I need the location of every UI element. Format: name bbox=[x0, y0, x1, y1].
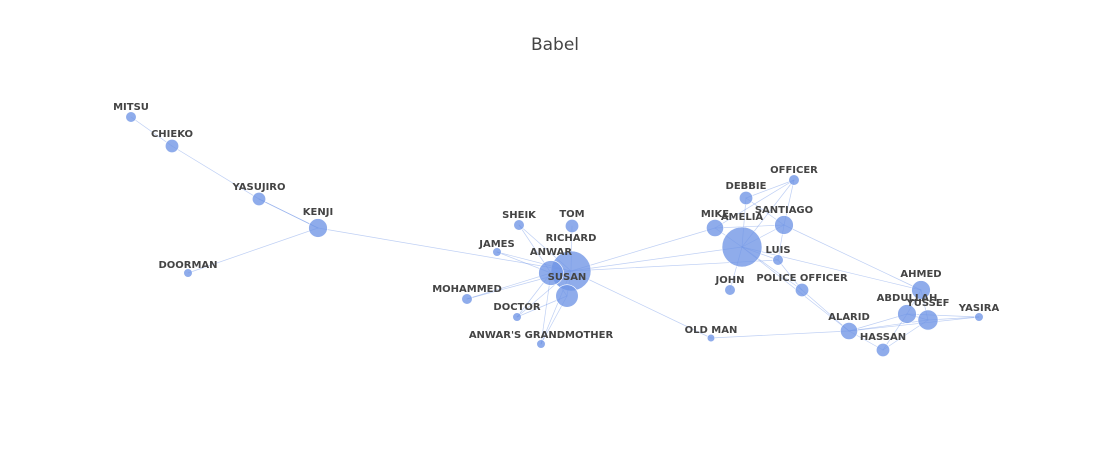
edge-anwar-mohammed bbox=[466, 272, 552, 300]
node-santiago[interactable] bbox=[774, 215, 794, 235]
edge-kenji-doorman bbox=[187, 227, 319, 274]
node-label-tom: TOM bbox=[559, 209, 584, 220]
label-layer: MITSU CHIEKO YASUJIRO KENJI DOORMAN SHEIK TOM R… bbox=[113, 102, 999, 343]
node-label-sheik: SHEIK bbox=[502, 210, 537, 221]
node-susan[interactable] bbox=[555, 284, 579, 308]
node-label-debbie: DEBBIE bbox=[726, 181, 767, 192]
node-chieko[interactable] bbox=[165, 139, 180, 154]
node-label-officer: OFFICER bbox=[770, 165, 818, 176]
node-sheik[interactable] bbox=[513, 219, 525, 231]
node-doctor[interactable] bbox=[512, 312, 522, 322]
node-label-amelia: AMELIA bbox=[721, 212, 764, 223]
node-label-yasujiro: YASUJIRO bbox=[232, 182, 286, 193]
node-yussef[interactable] bbox=[917, 309, 939, 331]
edge-chieko-yasujiro bbox=[171, 145, 260, 200]
edge-yasujiro-kenji bbox=[258, 198, 319, 229]
node-debbie[interactable] bbox=[738, 191, 753, 206]
edge-mitsu-chieko bbox=[130, 116, 173, 147]
node-amelia[interactable] bbox=[721, 226, 763, 268]
node-mike[interactable] bbox=[706, 219, 724, 237]
edge-richard-mike bbox=[570, 227, 716, 272]
node-label-richard: RICHARD bbox=[546, 233, 597, 244]
node-kenji[interactable] bbox=[308, 218, 328, 238]
node-label-james: JAMES bbox=[478, 239, 514, 250]
node-james[interactable] bbox=[492, 247, 502, 257]
node-label-chieko: CHIEKO bbox=[151, 129, 193, 140]
edge-mike-officer bbox=[714, 179, 795, 229]
node-yasira[interactable] bbox=[974, 312, 984, 322]
node-label-police-officer: POLICE OFFICER bbox=[756, 273, 848, 284]
node-old-man[interactable] bbox=[706, 333, 716, 343]
node-label-mike: MIKE bbox=[701, 209, 729, 220]
node-hassan[interactable] bbox=[875, 342, 890, 357]
node-anwar[interactable] bbox=[538, 260, 564, 286]
node-luis[interactable] bbox=[772, 254, 784, 266]
node-label-abdullah: ABDULLAH bbox=[877, 293, 938, 304]
node-label-ahmed: AHMED bbox=[900, 269, 941, 280]
edge-amelia-ahmed bbox=[741, 246, 922, 291]
node-mohammed[interactable] bbox=[461, 293, 473, 305]
node-mitsu[interactable] bbox=[125, 111, 137, 123]
edge-abdullah-yasira bbox=[906, 313, 980, 318]
edge-debbie-officer bbox=[745, 179, 795, 199]
edge-kenji-richard bbox=[317, 227, 572, 272]
node-label-hassan: HASSAN bbox=[860, 332, 906, 343]
node-label-luis: LUIS bbox=[765, 245, 790, 256]
node-police-officer[interactable] bbox=[794, 282, 809, 297]
edge-richard-amelia bbox=[570, 246, 743, 272]
node-ahmed[interactable] bbox=[911, 280, 931, 300]
node-john[interactable] bbox=[724, 284, 736, 296]
node-label-anwar: ANWAR bbox=[530, 247, 572, 258]
node-alarid[interactable] bbox=[840, 322, 858, 340]
node-layer bbox=[125, 111, 984, 357]
edge-old-man-alarid bbox=[710, 330, 850, 339]
node-doorman[interactable] bbox=[183, 268, 193, 278]
node-label-mitsu: MITSU bbox=[113, 102, 149, 113]
node-label-doctor: DOCTOR bbox=[493, 302, 540, 313]
node-label-doorman: DOORMAN bbox=[158, 260, 217, 271]
node-label-yussef: YUSSEF bbox=[906, 298, 950, 309]
edge-santiago-ahmed bbox=[783, 224, 922, 291]
node-label-old-man: OLD MAN bbox=[685, 325, 738, 336]
node-label-santiago: SANTIAGO bbox=[755, 205, 813, 216]
edge-mike-santiago bbox=[714, 224, 785, 229]
node-label-mohammed: MOHAMMED bbox=[432, 284, 502, 295]
edge-richard-old-man bbox=[570, 270, 712, 339]
node-label-john: JOHN bbox=[715, 275, 745, 286]
node-abdullah[interactable] bbox=[897, 304, 917, 324]
edge-yasujiro-kenji bbox=[258, 198, 319, 229]
node-yasujiro[interactable] bbox=[252, 192, 267, 207]
node-label-kenji: KENJI bbox=[303, 207, 333, 218]
node-tom[interactable] bbox=[564, 219, 579, 234]
node-officer[interactable] bbox=[788, 174, 800, 186]
node-anwar-s-grandmother[interactable] bbox=[536, 339, 546, 349]
node-label-alarid: ALARID bbox=[828, 312, 870, 323]
edge-alarid-yasira bbox=[848, 316, 980, 332]
node-label-anwar-s-grandmother: ANWAR'S GRANDMOTHER bbox=[469, 330, 614, 341]
edge-abdullah-alarid bbox=[848, 313, 908, 332]
edge-police-officer-alarid bbox=[801, 289, 850, 332]
node-label-yasira: YASIRA bbox=[958, 303, 1000, 314]
edge-yussef-alarid bbox=[848, 319, 929, 332]
chart-title: Babel bbox=[531, 35, 579, 55]
node-label-susan: SUSAN bbox=[548, 272, 587, 283]
